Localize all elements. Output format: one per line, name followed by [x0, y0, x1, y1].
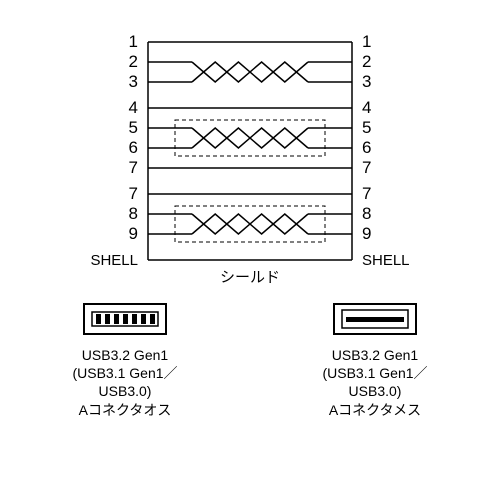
svg-text:7: 7	[362, 184, 371, 203]
svg-text:7: 7	[129, 184, 138, 203]
svg-text:2: 2	[129, 52, 138, 71]
svg-text:シールド: シールド	[220, 269, 280, 286]
svg-text:5: 5	[129, 118, 138, 137]
usb-a-female-icon	[330, 300, 420, 338]
connector-left-block: USB3.2 Gen1 (USB3.1 Gen1／ USB3.0) Aコネクタオ…	[25, 300, 225, 419]
svg-text:4: 4	[362, 98, 371, 117]
usb-a-male-icon	[80, 300, 170, 338]
label-line: Aコネクタオス	[72, 401, 177, 419]
svg-text:7: 7	[129, 158, 138, 177]
connector-left-label: USB3.2 Gen1 (USB3.1 Gen1／ USB3.0) Aコネクタオ…	[72, 346, 177, 419]
svg-text:1: 1	[362, 32, 371, 51]
svg-text:5: 5	[362, 118, 371, 137]
label-line: (USB3.1 Gen1／	[72, 364, 177, 382]
svg-text:9: 9	[362, 224, 371, 243]
svg-text:8: 8	[129, 204, 138, 223]
svg-text:1: 1	[129, 32, 138, 51]
svg-text:6: 6	[362, 138, 371, 157]
label-line: USB3.0)	[322, 382, 427, 400]
connector-right-block: USB3.2 Gen1 (USB3.1 Gen1／ USB3.0) Aコネクタメ…	[275, 300, 475, 419]
svg-text:9: 9	[129, 224, 138, 243]
svg-text:6: 6	[129, 138, 138, 157]
svg-text:3: 3	[129, 72, 138, 91]
svg-text:SHELL: SHELL	[362, 252, 410, 269]
svg-text:4: 4	[129, 98, 138, 117]
connector-row: USB3.2 Gen1 (USB3.1 Gen1／ USB3.0) Aコネクタオ…	[0, 300, 500, 419]
label-line: USB3.0)	[72, 382, 177, 400]
svg-text:8: 8	[362, 204, 371, 223]
svg-text:7: 7	[362, 158, 371, 177]
connector-right-label: USB3.2 Gen1 (USB3.1 Gen1／ USB3.0) Aコネクタメ…	[322, 346, 427, 419]
label-line: USB3.2 Gen1	[322, 346, 427, 364]
label-line: Aコネクタメス	[322, 401, 427, 419]
svg-text:3: 3	[362, 72, 371, 91]
svg-text:2: 2	[362, 52, 371, 71]
svg-text:SHELL: SHELL	[90, 252, 138, 269]
wiring-diagram: 11223344556677778899SHELLSHELLシールド	[0, 0, 500, 290]
label-line: USB3.2 Gen1	[72, 346, 177, 364]
label-line: (USB3.1 Gen1／	[322, 364, 427, 382]
